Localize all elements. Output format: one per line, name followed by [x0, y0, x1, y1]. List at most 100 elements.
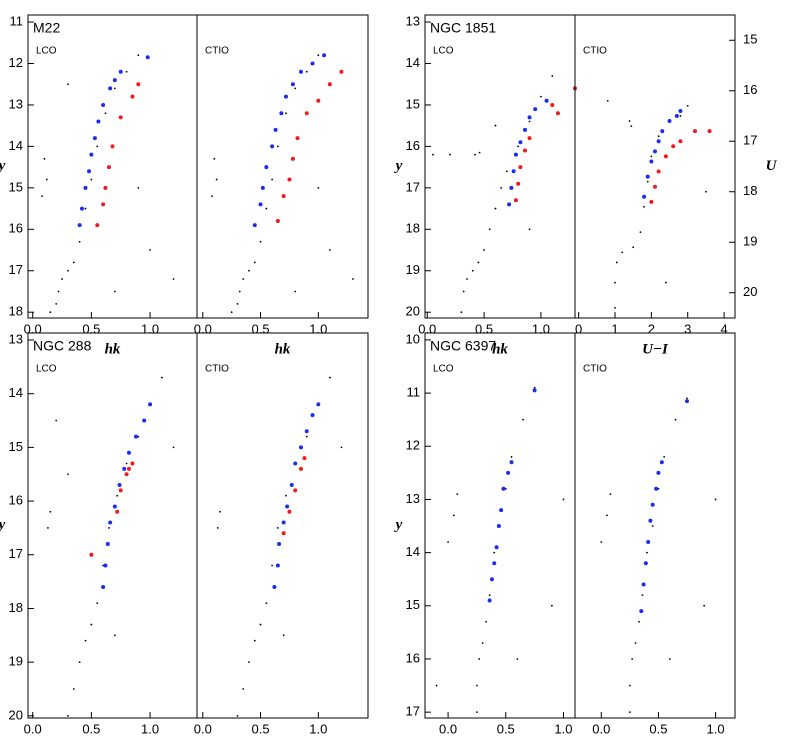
y-tick-label: 16 [406, 138, 420, 153]
point [527, 115, 532, 120]
point [466, 278, 468, 280]
point [83, 185, 88, 190]
point [544, 98, 549, 103]
point [528, 228, 531, 231]
point [646, 539, 651, 544]
point [41, 195, 43, 198]
point [101, 584, 106, 589]
point [513, 198, 518, 203]
point [272, 584, 277, 589]
y-tick-label: 14 [406, 544, 420, 559]
point [474, 153, 476, 156]
point [260, 185, 265, 190]
y-tick-label: 17 [406, 704, 420, 719]
point [642, 194, 647, 199]
x-axis-label: hk [492, 341, 508, 357]
point [705, 190, 707, 193]
point [84, 639, 87, 642]
point [665, 281, 667, 284]
point [456, 493, 459, 496]
point [492, 561, 497, 566]
point [298, 445, 303, 450]
x-tick-label: 0.0 [418, 321, 436, 336]
point [304, 429, 309, 434]
point [500, 186, 503, 189]
point [656, 470, 661, 475]
point [43, 157, 46, 160]
point [277, 542, 282, 547]
point [478, 658, 481, 660]
point [532, 388, 537, 393]
point [305, 435, 308, 438]
point [160, 376, 163, 379]
point [79, 206, 84, 211]
point [137, 186, 140, 189]
point [287, 177, 292, 182]
point [693, 129, 697, 134]
point [650, 155, 653, 158]
point [96, 119, 101, 124]
point [518, 140, 523, 145]
point [298, 466, 303, 471]
y-tick-label: 15 [9, 439, 23, 454]
point [686, 105, 689, 107]
point [621, 251, 624, 254]
point [533, 386, 536, 389]
point [674, 418, 677, 421]
point [630, 125, 633, 127]
point [516, 658, 519, 660]
x-axis-label: U−I [642, 341, 669, 357]
point [316, 402, 321, 407]
point [283, 94, 288, 99]
point [78, 240, 81, 243]
point [295, 136, 300, 141]
point [242, 278, 245, 280]
point [527, 136, 532, 141]
point [641, 594, 644, 597]
point [216, 527, 219, 529]
y2-axis-label: U [766, 158, 778, 174]
point [49, 311, 52, 314]
point [494, 124, 497, 127]
panel-frame [27, 14, 198, 319]
x-tick-label: 0.0 [592, 721, 610, 736]
point [614, 307, 616, 309]
point [118, 115, 123, 120]
x-tick-label: 0.5 [475, 321, 493, 336]
point [643, 206, 645, 208]
point [317, 186, 320, 189]
y-axis-label: y [394, 517, 403, 533]
point [101, 102, 106, 107]
point [432, 153, 434, 156]
x-tick-label: 0.5 [252, 721, 270, 736]
point [488, 228, 491, 231]
x-tick-label: 0 [575, 321, 582, 336]
point [253, 261, 256, 264]
point [142, 418, 147, 423]
x-tick-label: 1 [611, 321, 618, 336]
point [494, 207, 497, 210]
panel-label: LCO [36, 364, 57, 375]
point [506, 470, 511, 475]
point [273, 127, 278, 132]
point [328, 376, 331, 379]
point [253, 639, 256, 642]
point [505, 170, 508, 173]
point [496, 524, 501, 529]
point [290, 82, 295, 87]
panel-frame [424, 14, 576, 319]
point [242, 688, 245, 690]
x-tick-label: 1.0 [554, 721, 572, 736]
panel-title: NGC 1851 [430, 20, 496, 36]
point [513, 152, 518, 157]
y-tick-label: 13 [9, 96, 23, 111]
point [293, 488, 298, 493]
point [340, 446, 343, 449]
y-tick-label: 20 [406, 304, 420, 319]
point [130, 94, 135, 99]
point [328, 249, 331, 251]
y-tick-label: 17 [406, 179, 420, 194]
point [551, 604, 553, 607]
point [327, 82, 332, 87]
